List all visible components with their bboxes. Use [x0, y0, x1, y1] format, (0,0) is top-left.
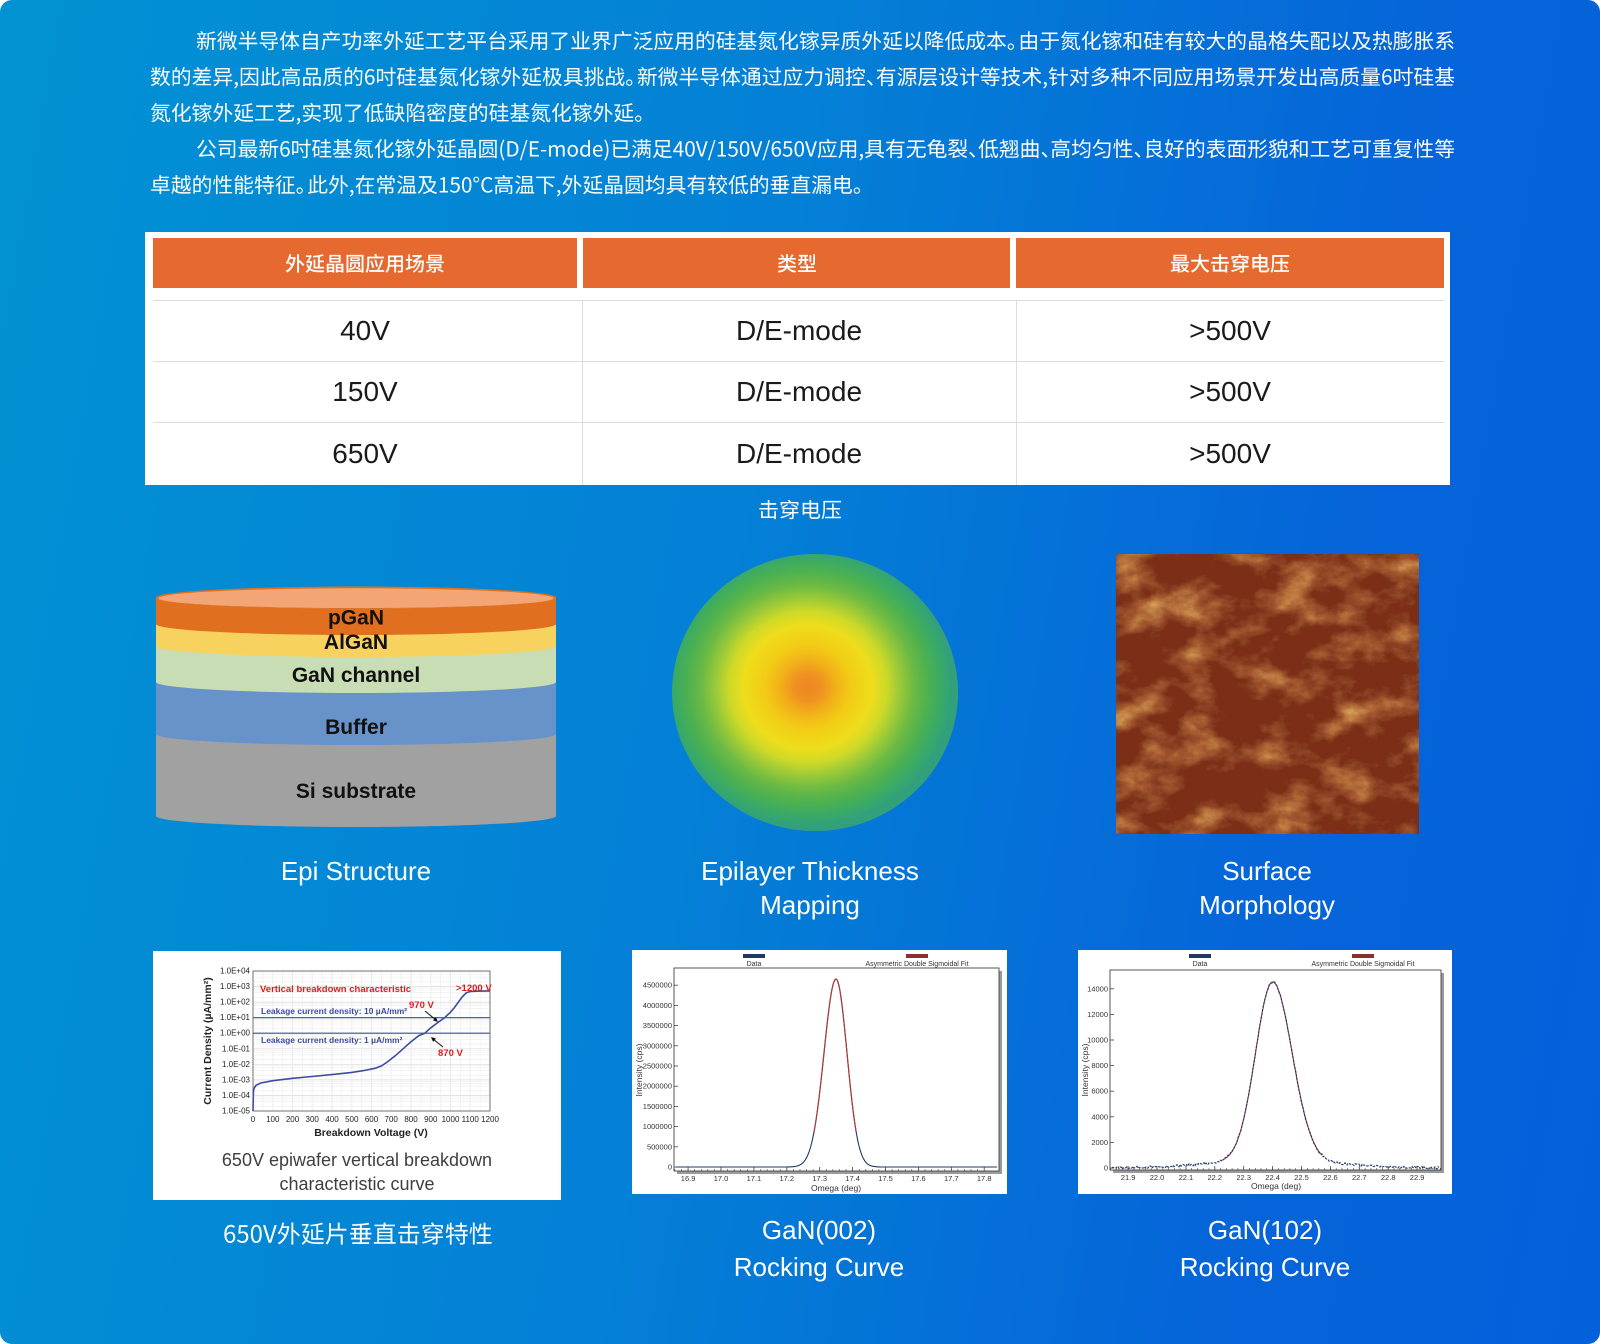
- svg-text:Asymmetric Double Sigmoidal Fi: Asymmetric Double Sigmoidal Fit: [1311, 961, 1414, 968]
- svg-text:22.7: 22.7: [1352, 1173, 1367, 1182]
- svg-text:600: 600: [365, 1115, 379, 1124]
- svg-text:AlGaN: AlGaN: [324, 631, 388, 654]
- svg-text:pGaN: pGaN: [328, 607, 384, 630]
- svg-text:1500000: 1500000: [643, 1102, 672, 1111]
- svg-text:17.7: 17.7: [944, 1174, 959, 1183]
- svg-text:21.9: 21.9: [1121, 1173, 1136, 1182]
- svg-text:17.1: 17.1: [747, 1174, 762, 1183]
- svg-text:Leakage current density: 1 µA/: Leakage current density: 1 µA/mm²: [261, 1035, 403, 1045]
- svg-text:650V epiwafer vertical breakdo: 650V epiwafer vertical breakdown: [222, 1150, 492, 1170]
- svg-text:6000: 6000: [1091, 1087, 1108, 1096]
- svg-text:400: 400: [325, 1115, 339, 1124]
- svg-text:>1200 V: >1200 V: [456, 983, 492, 994]
- svg-text:300: 300: [306, 1115, 320, 1124]
- svg-text:800: 800: [404, 1115, 418, 1124]
- svg-text:22.9: 22.9: [1410, 1173, 1425, 1182]
- svg-text:1.0E+03: 1.0E+03: [220, 982, 251, 991]
- svg-text:100: 100: [266, 1115, 280, 1124]
- svg-text:22.0: 22.0: [1150, 1173, 1165, 1182]
- svg-text:1.0E+00: 1.0E+00: [220, 1029, 251, 1038]
- svg-text:8000: 8000: [1091, 1061, 1108, 1070]
- svg-text:Si substrate: Si substrate: [296, 780, 416, 803]
- svg-text:22.2: 22.2: [1207, 1173, 1222, 1182]
- svg-text:Leakage current density: 10 µA: Leakage current density: 10 µA/mm²: [261, 1006, 407, 1016]
- svg-text:4000000: 4000000: [643, 1001, 672, 1010]
- svg-text:17.4: 17.4: [845, 1174, 860, 1183]
- svg-text:500: 500: [345, 1115, 359, 1124]
- svg-text:16.9: 16.9: [681, 1174, 696, 1183]
- svg-text:Buffer: Buffer: [325, 716, 387, 739]
- svg-text:22.1: 22.1: [1179, 1173, 1194, 1182]
- svg-text:1.0E+01: 1.0E+01: [220, 1013, 251, 1022]
- svg-text:900: 900: [424, 1115, 438, 1124]
- svg-text:Breakdown Voltage (V): Breakdown Voltage (V): [314, 1127, 428, 1139]
- svg-text:17.3: 17.3: [812, 1174, 827, 1183]
- svg-text:Data: Data: [747, 961, 762, 968]
- svg-text:0: 0: [1104, 1164, 1108, 1173]
- svg-text:1.0E-02: 1.0E-02: [222, 1060, 251, 1069]
- svg-text:1.0E+04: 1.0E+04: [220, 967, 251, 976]
- svg-text:3500000: 3500000: [643, 1021, 672, 1030]
- svg-text:2000000: 2000000: [643, 1082, 672, 1091]
- svg-text:Omega (deg): Omega (deg): [811, 1183, 861, 1193]
- svg-text:Asymmetric Double Sigmoidal Fi: Asymmetric Double Sigmoidal Fit: [865, 961, 968, 968]
- svg-text:500000: 500000: [647, 1142, 672, 1151]
- svg-text:12000: 12000: [1087, 1010, 1108, 1019]
- svg-text:970 V: 970 V: [409, 1000, 434, 1011]
- svg-text:Intensity (cps): Intensity (cps): [1080, 1043, 1090, 1096]
- svg-text:870 V: 870 V: [438, 1048, 463, 1059]
- svg-text:1.0E-04: 1.0E-04: [222, 1091, 251, 1100]
- svg-text:700: 700: [385, 1115, 399, 1124]
- svg-text:Data: Data: [1193, 961, 1208, 968]
- svg-text:characteristic curve: characteristic curve: [279, 1174, 434, 1194]
- svg-text:4500000: 4500000: [643, 981, 672, 990]
- svg-text:22.4: 22.4: [1265, 1173, 1280, 1182]
- svg-text:22.5: 22.5: [1294, 1173, 1309, 1182]
- svg-text:17.2: 17.2: [779, 1174, 794, 1183]
- svg-text:14000: 14000: [1087, 984, 1108, 993]
- svg-text:22.3: 22.3: [1236, 1173, 1251, 1182]
- svg-text:17.6: 17.6: [911, 1174, 926, 1183]
- svg-text:22.8: 22.8: [1381, 1173, 1396, 1182]
- svg-text:1.0E-03: 1.0E-03: [222, 1075, 251, 1084]
- svg-text:0: 0: [668, 1163, 672, 1172]
- svg-text:1000000: 1000000: [643, 1122, 672, 1131]
- svg-text:Omega (deg): Omega (deg): [1251, 1181, 1301, 1191]
- svg-text:10000: 10000: [1087, 1036, 1108, 1045]
- svg-text:22.6: 22.6: [1323, 1173, 1338, 1182]
- svg-text:Vertical breakdown characteris: Vertical breakdown characteristic: [260, 984, 411, 995]
- svg-text:Intensity (cps): Intensity (cps): [634, 1043, 644, 1096]
- svg-text:1.0E-05: 1.0E-05: [222, 1107, 251, 1116]
- svg-text:1.0E-01: 1.0E-01: [222, 1044, 251, 1053]
- svg-text:Current Density (µA/mm²): Current Density (µA/mm²): [202, 977, 214, 1104]
- svg-text:GaN channel: GaN channel: [292, 664, 420, 687]
- svg-text:4000: 4000: [1091, 1112, 1108, 1121]
- svg-text:1.0E+02: 1.0E+02: [220, 998, 251, 1007]
- svg-text:200: 200: [286, 1115, 300, 1124]
- svg-text:1000: 1000: [442, 1115, 460, 1124]
- svg-text:2500000: 2500000: [643, 1062, 672, 1071]
- svg-text:1100: 1100: [462, 1115, 480, 1124]
- svg-text:17.0: 17.0: [714, 1174, 729, 1183]
- svg-text:0: 0: [251, 1115, 256, 1124]
- svg-text:2000: 2000: [1091, 1138, 1108, 1147]
- svg-text:3000000: 3000000: [643, 1041, 672, 1050]
- svg-text:1200: 1200: [481, 1115, 499, 1124]
- svg-text:17.5: 17.5: [878, 1174, 893, 1183]
- svg-text:17.8: 17.8: [977, 1174, 992, 1183]
